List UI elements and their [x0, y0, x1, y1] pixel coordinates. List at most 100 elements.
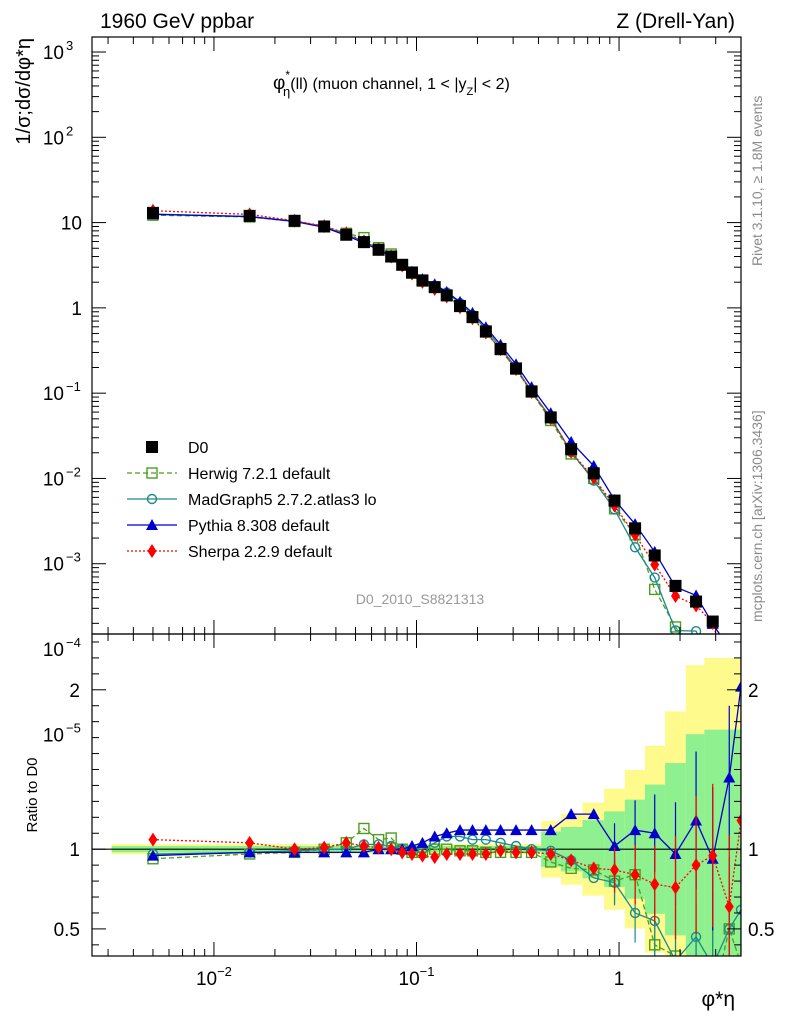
series-line — [152, 210, 717, 634]
data-point — [629, 824, 642, 836]
ratio-tick-label-left: 1 — [69, 840, 80, 861]
data-point — [290, 842, 300, 857]
y-tick-exp: −4 — [66, 635, 81, 650]
data-point — [691, 969, 701, 979]
band-inner — [720, 729, 736, 956]
data-point — [466, 824, 479, 836]
data-point — [546, 846, 556, 861]
band-inner — [685, 734, 705, 956]
data-point — [565, 443, 578, 456]
title-phi: φ — [273, 73, 285, 94]
data-point — [481, 846, 491, 861]
data-point — [245, 835, 255, 850]
header-left-label: 1960 GeV ppbar — [100, 10, 254, 33]
data-point — [454, 300, 467, 313]
data-point — [544, 411, 557, 424]
data-point — [455, 846, 465, 861]
data-point — [691, 653, 701, 663]
data-point — [386, 842, 396, 857]
data-point — [479, 325, 492, 338]
data-point — [440, 827, 453, 839]
data-point — [690, 625, 702, 634]
data-point — [496, 843, 506, 858]
data-point — [735, 680, 741, 692]
data-point — [467, 834, 478, 845]
legend-label: D0 — [188, 440, 209, 457]
data-point — [407, 846, 417, 861]
data-point — [319, 840, 329, 855]
y-tick-exp: −1 — [66, 379, 81, 394]
data-point — [416, 836, 429, 848]
data-point — [629, 542, 641, 553]
data-point — [146, 519, 158, 530]
legend-item: D0 — [146, 440, 209, 457]
data-point — [525, 385, 538, 398]
x-tick-base: 10 — [399, 969, 420, 990]
y-tick-label: 10 — [43, 555, 64, 576]
data-point — [706, 615, 719, 628]
data-point — [359, 839, 369, 854]
x-axis-label: φ*η — [702, 988, 735, 1011]
y-tick-base: 1 — [71, 299, 82, 320]
data-point — [673, 955, 678, 956]
data-point — [565, 808, 578, 820]
legend-label: Pythia 8.308 default — [188, 518, 330, 535]
y-tick-label: 10 — [61, 214, 82, 235]
data-point — [397, 845, 407, 860]
series-layer — [146, 203, 741, 979]
data-point — [708, 848, 718, 863]
data-point — [494, 342, 507, 355]
data-point — [466, 311, 479, 324]
ratio-tick-label-left: 2 — [69, 681, 80, 702]
y-tick-label: 10 — [43, 640, 64, 661]
data-point — [608, 840, 621, 852]
legend-label: MadGraph5 2.7.2.atlas3 lo — [188, 492, 377, 509]
uncertainty-bands — [92, 657, 741, 956]
y-tick-base: 10 — [43, 469, 64, 490]
ratio-tick-label-right: 1 — [748, 840, 759, 861]
y-tick-label: 10 — [43, 469, 64, 490]
data-point — [649, 572, 660, 583]
data-point — [690, 595, 703, 608]
y-tick-exp: 2 — [66, 123, 73, 138]
legend-item: MadGraph5 2.7.2.atlas3 lo — [127, 492, 377, 509]
data-point — [340, 846, 353, 858]
data-point — [428, 281, 441, 294]
y-tick-exp: 3 — [66, 38, 73, 53]
ratio-tick-label-right: 0.5 — [748, 920, 774, 941]
data-point — [723, 642, 735, 653]
y-tick-label: 10 — [43, 384, 64, 405]
data-point — [318, 220, 331, 233]
band-inner — [735, 729, 741, 956]
ratio-tick-label-right: 2 — [748, 681, 759, 702]
data-point — [405, 266, 418, 279]
y-tick-base: 10 — [43, 640, 64, 661]
ratio-y-axis-label: Ratio to D0 — [24, 757, 41, 832]
legend: D0 Herwig 7.2.1 default MadGraph5 2.7.2.at… — [127, 440, 377, 561]
data-point — [454, 824, 467, 836]
data-point — [341, 835, 351, 850]
data-point — [442, 846, 452, 861]
data-point — [430, 850, 440, 865]
y-tick-label: 10 — [43, 725, 64, 746]
data-point — [671, 589, 681, 604]
data-point — [650, 877, 660, 892]
main-plot-series — [146, 203, 735, 663]
title-star: * — [285, 68, 290, 82]
data-point — [243, 209, 256, 222]
analysis-watermark: D0_2010_S8821313 — [356, 591, 485, 607]
data-point — [440, 289, 453, 302]
title-end: | < 2) — [473, 76, 510, 93]
legend-label: Herwig 7.2.1 default — [188, 466, 331, 483]
y-tick-label: 10 — [43, 128, 64, 149]
data-point — [735, 904, 741, 915]
data-point — [147, 544, 157, 558]
legend-item: Pythia 8.308 default — [127, 518, 330, 535]
data-point — [630, 867, 640, 882]
ratio-tick-label-left: 0.5 — [54, 920, 80, 941]
data-point — [723, 771, 736, 783]
data-point — [494, 824, 507, 836]
data-point — [358, 822, 370, 835]
data-point — [340, 228, 353, 241]
